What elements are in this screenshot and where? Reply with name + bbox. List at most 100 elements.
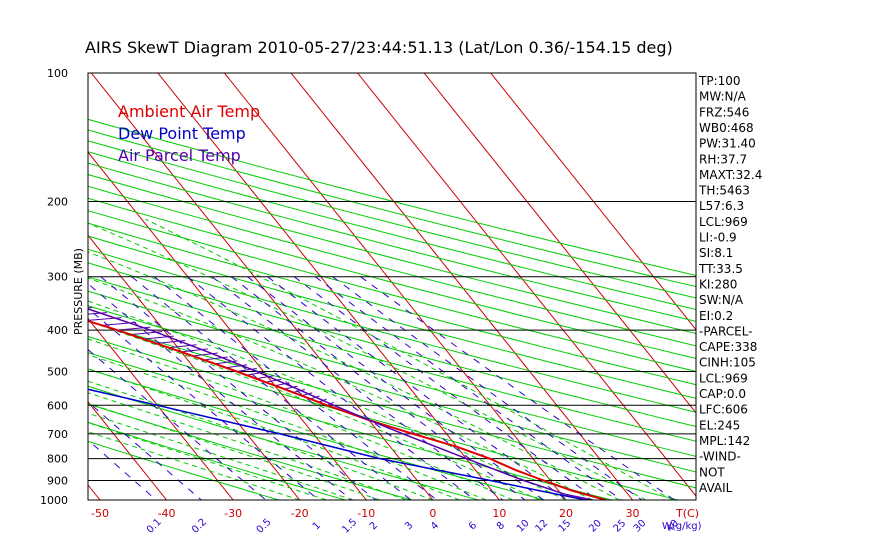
- moist-adiabat-line: [88, 251, 620, 500]
- dry-adiabat-line: [88, 162, 696, 322]
- sounding-index-label: LCL:969: [699, 371, 748, 385]
- pressure-tick-label: 700: [47, 428, 68, 441]
- sounding-index-label: CINH:105: [699, 356, 756, 370]
- moist-adiabat-line: [88, 354, 487, 500]
- sounding-index-label: MPL:142: [699, 434, 750, 448]
- sounding-index-label: WB0:468: [699, 121, 754, 135]
- cape-hatch-line: [21, 297, 58, 300]
- legend-dew-point-temp: Dew Point Temp: [118, 124, 246, 143]
- sounding-index-label: EI:0.2: [699, 309, 733, 323]
- mixing-ratio-tick-label: 25: [612, 518, 629, 535]
- sounding-index-label: RH:37.7: [699, 152, 747, 166]
- mixing-ratio-tick-label: 0.2: [190, 517, 209, 536]
- moist-adiabat-line: [88, 431, 300, 500]
- sounding-index-label: FRZ:546: [699, 105, 749, 119]
- dry-adiabat-line: [88, 320, 696, 489]
- sounding-index-label: TP:100: [698, 74, 741, 88]
- mixing-ratio-line: [88, 283, 352, 500]
- mixing-ratio-line: [332, 276, 643, 500]
- bottom-temp-tick-label: 10: [492, 507, 506, 520]
- isotherm-line: [90, 73, 434, 500]
- dry-adiabat-line: [88, 290, 696, 457]
- dry-adiabat-line: [88, 197, 696, 360]
- moist-adiabat-line: [88, 338, 513, 500]
- mixing-ratio-line: [314, 276, 622, 500]
- isotherm-line: [490, 73, 696, 331]
- mixing-ratio-line: [187, 276, 476, 500]
- sounding-index-label: AVAIL: [699, 481, 733, 495]
- mixing-ratio-tick-label: 20: [587, 518, 604, 535]
- sounding-index-label: NOT: [699, 465, 725, 479]
- dry-adiabat-line: [88, 403, 413, 500]
- sounding-index-label: LI:-0.9: [699, 231, 737, 245]
- moist-adiabat-line: [88, 300, 567, 500]
- bottom-temp-tick-label: 30: [626, 507, 640, 520]
- mixing-ratio-tick-label: 12: [533, 518, 550, 535]
- pressure-tick-label: 800: [47, 453, 68, 466]
- isotherm-line: [88, 234, 301, 500]
- sounding-index-label: LCL:969: [699, 215, 748, 229]
- temperature-unit-label: T(C): [675, 507, 699, 520]
- isotherm-line: [224, 73, 567, 500]
- pressure-tick-label: 500: [47, 365, 68, 378]
- cape-hatch-line: [214, 360, 238, 365]
- cape-hatch-line: [292, 388, 306, 393]
- sounding-index-label: -PARCEL-: [699, 324, 753, 338]
- dry-adiabat-line: [88, 174, 696, 334]
- sounding-index-label: SW:N/A: [699, 293, 744, 307]
- mixing-ratio-line: [88, 307, 320, 500]
- mixing-ratio-tick-label: 30: [632, 518, 649, 535]
- sounding-index-label: -WIND-: [699, 450, 741, 464]
- dry-adiabat-line: [88, 129, 696, 288]
- isotherm-line: [88, 151, 367, 500]
- bottom-temp-tick-label: -20: [291, 507, 309, 520]
- sounding-index-label: MAXT:32.4: [699, 168, 762, 182]
- mixing-ratio-tick-label: 10: [515, 518, 532, 535]
- pressure-tick-label: 100: [47, 67, 68, 80]
- chart-title: AIRS SkewT Diagram 2010-05-27/23:44:51.1…: [85, 38, 673, 57]
- pressure-tick-label: 1000: [40, 494, 68, 507]
- bottom-temp-tick-label: 0: [429, 507, 436, 520]
- isotherm-line: [357, 73, 696, 497]
- moist-adiabat-line: [88, 222, 647, 500]
- legend: Ambient Air Temp Dew Point Temp Air Parc…: [118, 102, 260, 165]
- dry-adiabat-line: [88, 151, 696, 311]
- pressure-tick-label: 300: [47, 271, 68, 284]
- pressure-tick-label: 400: [47, 324, 68, 337]
- bottom-temp-tick-label: -40: [158, 507, 176, 520]
- mixing-ratio-tick-label: 4: [429, 520, 441, 532]
- moist-adiabat-line: [88, 412, 354, 500]
- dry-adiabat-line: [88, 421, 346, 500]
- legend-air-parcel-temp: Air Parcel Temp: [118, 146, 241, 165]
- dry-adiabat-line: [88, 385, 479, 500]
- mixing-ratio-line: [231, 276, 526, 500]
- mixing-ratio-line: [88, 348, 267, 500]
- mixing-ratio-tick-label: 0.5: [255, 517, 274, 536]
- dry-adiabat-line: [88, 440, 279, 500]
- pressure-tick-label: 600: [47, 399, 68, 412]
- sounding-index-label: CAP:0.0: [699, 387, 746, 401]
- moist-adiabat-line: [88, 277, 593, 500]
- sounding-index-label: CAPE:338: [699, 340, 757, 354]
- dry-adiabat-line: [88, 248, 696, 413]
- cape-hatch-line: [0, 286, 20, 289]
- moist-adiabat-line: [88, 380, 434, 500]
- dry-adiabat-line: [88, 276, 696, 442]
- mixing-ratio-line: [154, 276, 438, 500]
- dry-adiabat-line: [88, 118, 696, 277]
- mixing-ratio-line: [267, 276, 568, 500]
- mixing-ratio-line: [131, 276, 412, 500]
- profile-lines: [88, 308, 607, 500]
- y-axis-label: PRESSURE (MB): [72, 248, 85, 335]
- cape-hatch-line: [284, 385, 298, 390]
- dry-adiabat-line: [88, 235, 696, 399]
- mixing-ratio-line: [100, 276, 377, 500]
- dry-adiabat-line: [88, 222, 696, 386]
- ambient-air-temp-line: [88, 319, 607, 500]
- air-parcel-temp-line: [88, 308, 593, 500]
- isotherm-line: [423, 73, 696, 414]
- cape-hatch-line: [246, 371, 266, 376]
- sounding-index-label: TH:5463: [698, 184, 750, 198]
